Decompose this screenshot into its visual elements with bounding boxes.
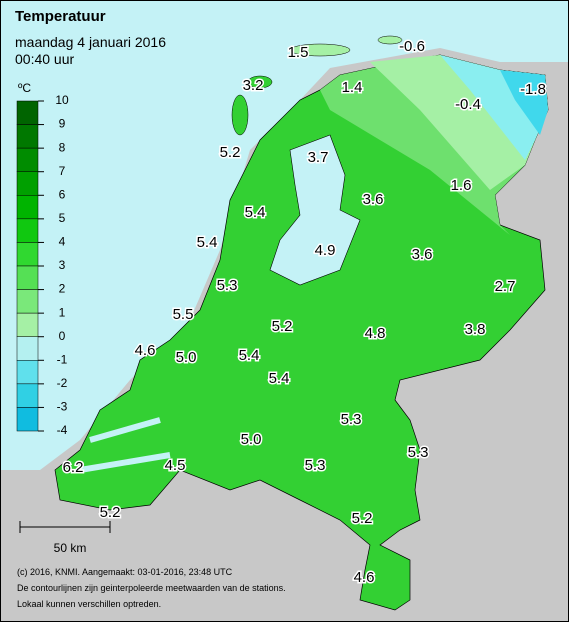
station-value: -0.4 [455, 96, 481, 113]
legend-tick-label: 2 [59, 282, 66, 296]
station-value: 3.6 [363, 191, 384, 208]
legend-band [16, 218, 39, 243]
station-value: 5.5 [173, 306, 194, 323]
sea [0, 0, 569, 470]
legend-tick-label: 9 [59, 117, 66, 131]
legend-tick-label: 8 [59, 140, 66, 154]
legend-tick-label: 5 [59, 211, 66, 225]
station-value: 5.4 [239, 347, 260, 364]
legend-band [16, 312, 39, 337]
station-value: 5.4 [245, 204, 266, 221]
station-value: 5.2 [352, 510, 373, 527]
legend-band [16, 171, 39, 196]
legend-tick-label: -3 [57, 400, 68, 414]
legend-band [16, 360, 39, 385]
island [377, 35, 403, 45]
title: Temperatuur [15, 8, 106, 25]
station-value: 4.9 [315, 242, 336, 259]
station-value: -0.6 [399, 38, 425, 55]
station-value: 5.3 [341, 411, 362, 428]
station-value: 4.6 [135, 342, 156, 359]
station-value: 5.4 [269, 370, 290, 387]
scale-label: 50 km [54, 541, 87, 555]
footer: Lokaal kunnen verschillen optreden. [17, 599, 161, 609]
station-value: 6.2 [63, 459, 84, 476]
coldest-zone [500, 70, 548, 135]
legend-tick-label: 6 [59, 187, 66, 201]
legend-band [16, 147, 39, 172]
station-value: 3.2 [243, 77, 264, 94]
station-value: 5.3 [305, 457, 326, 474]
island [289, 43, 351, 57]
footer: De contourlijnen zijn geinterpoleerde me… [17, 583, 286, 593]
legend-unit: ºC [18, 81, 31, 95]
station-value: 4.8 [365, 325, 386, 342]
estuary [79, 417, 171, 473]
station-value: 2.7 [495, 278, 516, 295]
station-value: 1.4 [342, 79, 363, 96]
legend-band [16, 195, 39, 220]
island [247, 75, 273, 89]
legend-tick-label: 10 [55, 93, 69, 107]
station-value: 5.0 [176, 349, 197, 366]
legend-tick-label: 7 [59, 164, 66, 178]
legend-band [16, 265, 39, 290]
legend-tick-label: -2 [57, 376, 68, 390]
legend-band [16, 407, 39, 432]
time: 00:40 uur [15, 51, 74, 67]
station-value: 5.2 [272, 318, 293, 335]
legend-band [16, 289, 39, 314]
station-value: 4.6 [354, 569, 375, 586]
ijsselmeer [269, 134, 361, 286]
legend-tick-label: 0 [59, 329, 66, 343]
station-value: 5.0 [241, 431, 262, 448]
island [231, 94, 249, 136]
footer: (c) 2016, KNMI. Aangemaakt: 03-01-2016, … [17, 567, 233, 577]
station-value: 3.8 [465, 321, 486, 338]
station-value: 1.6 [451, 177, 472, 194]
station-value: -1.8 [520, 81, 546, 98]
legend-band [16, 242, 39, 267]
station-value: 3.7 [308, 149, 329, 166]
station-value: 5.2 [100, 504, 121, 521]
station-value: 5.2 [220, 144, 241, 161]
legend-tick-label: 4 [59, 235, 66, 249]
date: maandag 4 januari 2016 [15, 34, 166, 50]
legend-band [16, 383, 39, 408]
legend-band [16, 336, 39, 361]
legend-tick-label: -4 [57, 423, 68, 437]
legend-tick-label: -1 [57, 352, 68, 366]
legend-tick-label: 1 [59, 305, 66, 319]
station-value: 5.3 [408, 444, 429, 461]
station-value: 4.5 [165, 457, 186, 474]
legend-band [16, 124, 39, 149]
station-value: 5.4 [197, 234, 218, 251]
legend-tick-label: 3 [59, 258, 66, 272]
station-value: 3.6 [412, 246, 433, 263]
station-value: 1.5 [288, 44, 309, 61]
legend-band [16, 100, 39, 125]
station-value: 5.3 [217, 277, 238, 294]
